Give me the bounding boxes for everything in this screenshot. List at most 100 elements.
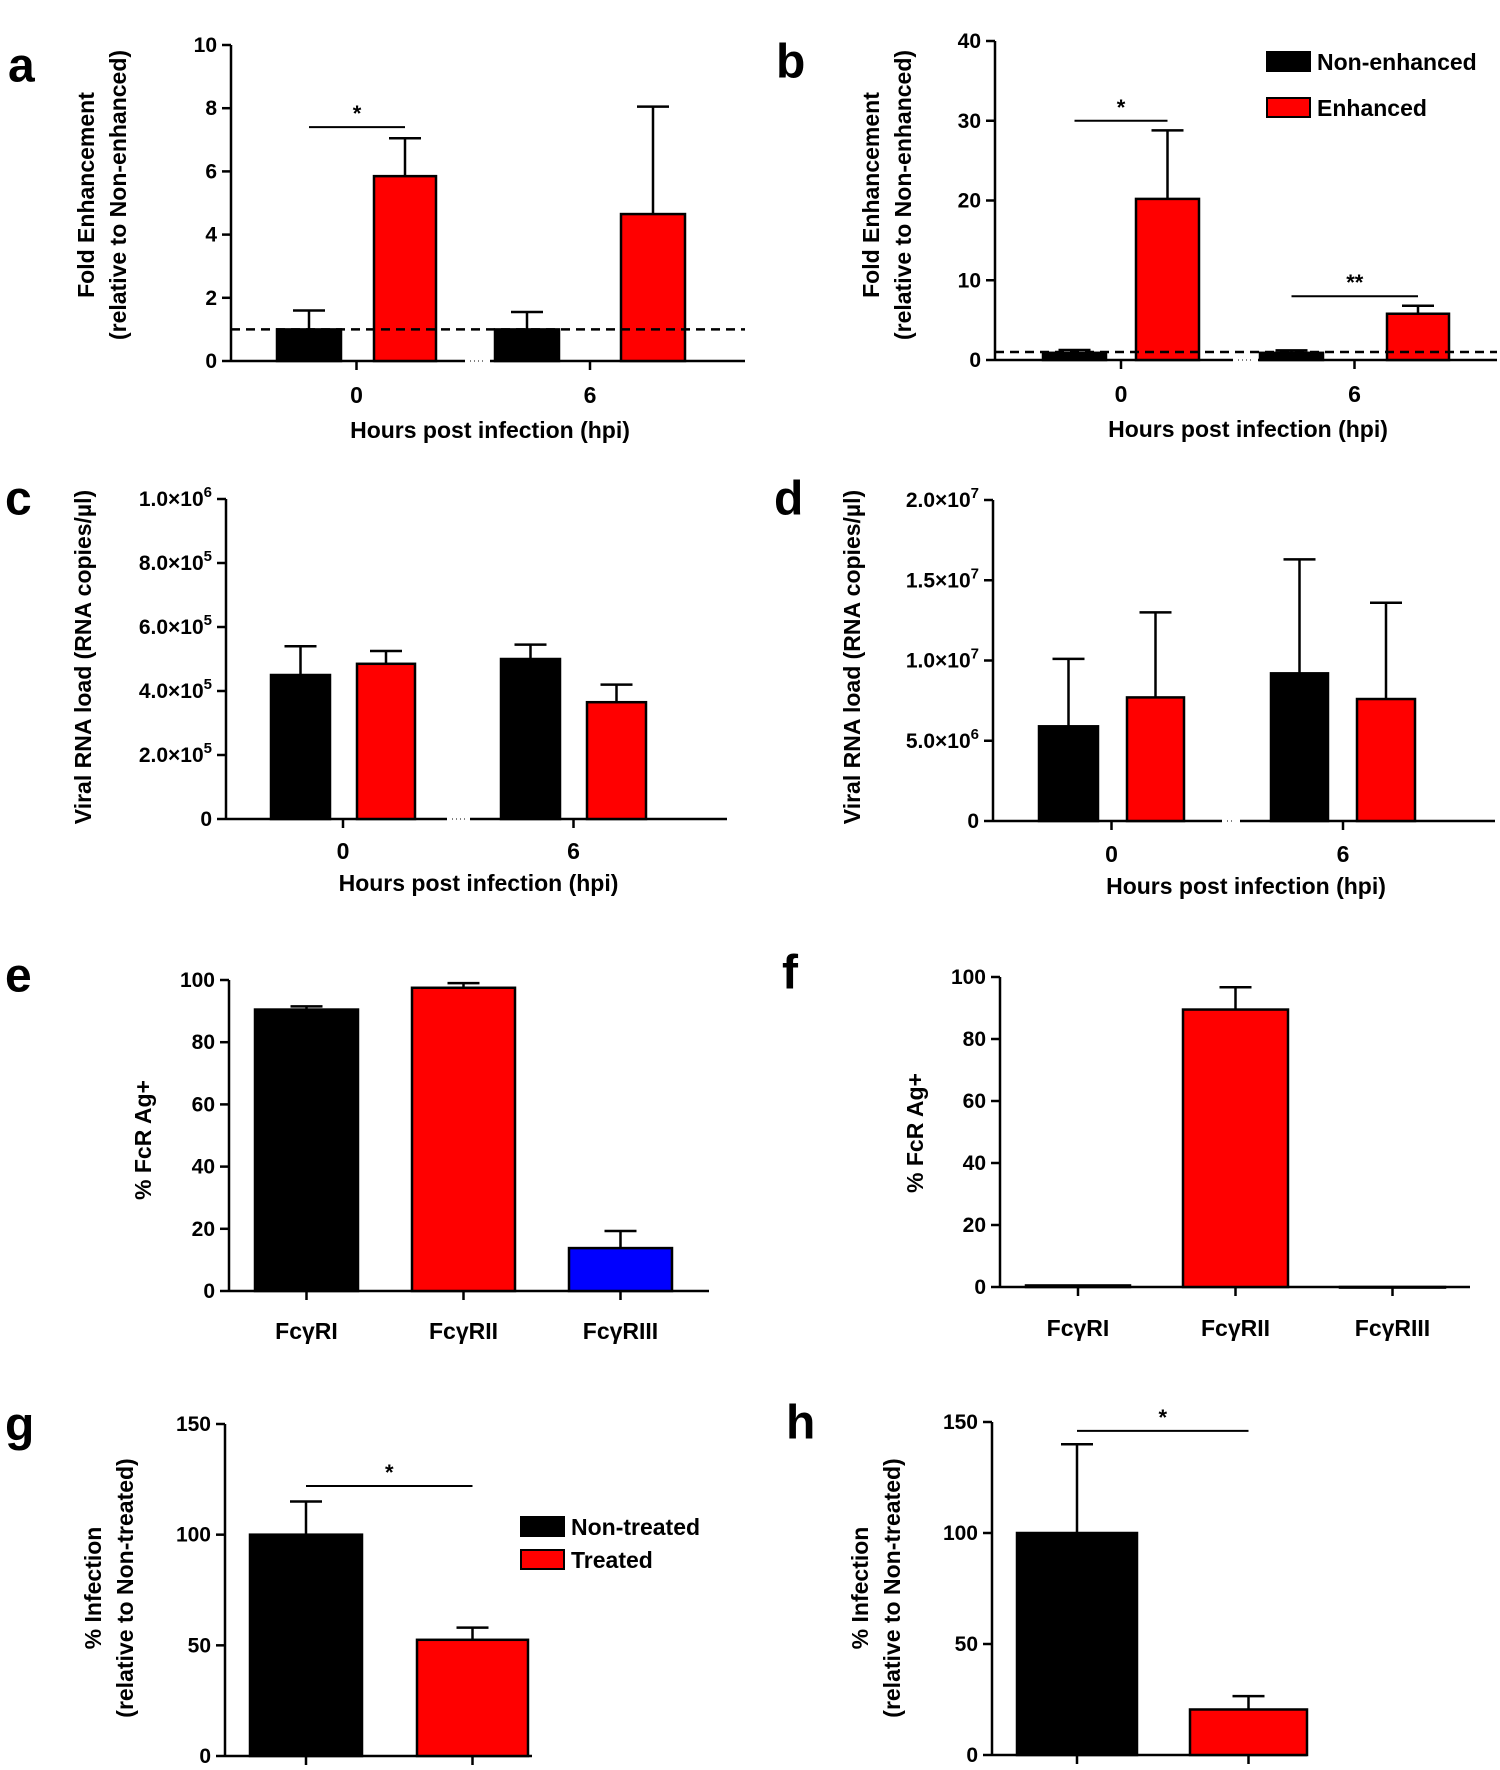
- significance-label: *: [385, 1460, 394, 1485]
- y-tick-label: 80: [963, 1028, 986, 1051]
- y-tick-label: 50: [188, 1634, 211, 1657]
- bar-Non-treated: [1015, 1531, 1139, 1757]
- y-tick-label: 6: [205, 160, 217, 183]
- bar-FcγRII: [410, 986, 517, 1293]
- y-tick-label: 2.0×105: [139, 740, 212, 767]
- legend-panel-b: Non-enhanced Enhanced: [1266, 49, 1477, 121]
- y-tick-label: 150: [176, 1413, 211, 1436]
- y-tick-label: 1.5×107: [906, 565, 979, 592]
- bar-red-6hpi: [619, 212, 687, 363]
- bar-FcγRII: [1181, 1008, 1290, 1289]
- panel-a: a 0 2 4 6 8 10 Fold Enhancement (relative to Non…: [8, 34, 745, 443]
- panel-letter: a: [8, 40, 35, 93]
- legend-label: Enhanced: [1317, 95, 1427, 121]
- y-tick-label: 0: [967, 810, 979, 833]
- y-axis-label: Fold Enhancement (relative to Non-enhance…: [858, 50, 916, 340]
- y-tick-label: 1.0×107: [906, 646, 979, 673]
- panel-letter: e: [5, 950, 32, 1003]
- significance-label: *: [353, 101, 362, 126]
- x-tick-label: FcγRIII: [1355, 1315, 1430, 1341]
- bar-Treated: [1188, 1708, 1309, 1757]
- bar-FcγRI: [1024, 1284, 1132, 1289]
- y-tick-label: 40: [192, 1156, 215, 1179]
- x-tick-label: FcγRII: [1201, 1315, 1270, 1341]
- y-tick-label: 0: [199, 1745, 211, 1768]
- panel-letter: h: [786, 1397, 815, 1450]
- y-tick-label: 10: [194, 34, 217, 57]
- legend-label: Non-treated: [571, 1514, 700, 1540]
- legend-label: Treated: [571, 1547, 653, 1573]
- y-tick-label: 30: [958, 110, 981, 133]
- legend-panel-g: Non-treated Treated: [520, 1514, 700, 1573]
- significance-label: *: [1158, 1405, 1167, 1430]
- panel-b: b 0 10 20 30 40 Fold Enhancement (relative to N…: [776, 30, 1497, 442]
- y-tick-label: 1.0×106: [139, 484, 212, 511]
- x-tick-label: 6: [584, 382, 597, 408]
- bar-black-6hpi: [499, 657, 562, 821]
- y-axis-label: % Infection (relative to Non-treated): [80, 1458, 138, 1717]
- x-tick-label: 0: [1115, 381, 1128, 407]
- bar-black-6hpi: [1269, 672, 1330, 823]
- panel-g: g 0 50 100 150 % Infection (relative to Non-tr…: [5, 1399, 532, 1768]
- y-tick-label: 100: [180, 969, 215, 992]
- panel-f: f 0 20 40 60 80 100 % FcR Ag+ FcγRI FcγRII FcγRIII: [782, 947, 1470, 1341]
- x-tick-label: 6: [1348, 381, 1361, 407]
- significance-label: **: [1346, 270, 1364, 295]
- legend-swatch-red: [520, 1549, 565, 1570]
- y-tick-label: 4.0×105: [139, 676, 212, 703]
- y-tick-label: 0: [203, 1280, 215, 1303]
- bar-FcγRIII: [567, 1246, 674, 1293]
- panel-letter: d: [774, 473, 803, 526]
- y-axis-label: % Infection (relative to Non-treated): [847, 1458, 905, 1717]
- x-axis-label: Hours post infection (hpi): [1106, 873, 1386, 899]
- bar-red-0hpi: [372, 174, 438, 363]
- panel-letter: f: [782, 947, 799, 1000]
- bar-black-0hpi: [1041, 351, 1108, 362]
- y-tick-label: 0: [200, 808, 212, 831]
- y-tick-label: 60: [192, 1093, 215, 1116]
- x-tick-label: 0: [350, 382, 363, 408]
- y-tick-label: 8.0×105: [139, 548, 212, 575]
- y-tick-label: 10: [958, 269, 981, 292]
- bar-red-0hpi: [355, 662, 417, 821]
- y-tick-label: 0: [969, 349, 981, 372]
- y-tick-label: 0: [205, 350, 217, 373]
- y-tick-label: 6.0×105: [139, 612, 212, 639]
- panel-letter: b: [776, 36, 805, 89]
- bar-red-6hpi: [1355, 697, 1417, 823]
- bar-red-0hpi: [1134, 197, 1201, 362]
- y-tick-label: 100: [943, 1522, 978, 1545]
- bar-FcγRI: [253, 1008, 360, 1293]
- panel-letter: c: [5, 473, 32, 526]
- x-axis-label: Hours post infection (hpi): [350, 417, 630, 443]
- x-tick-label: 6: [567, 838, 580, 864]
- legend-swatch-red: [1266, 97, 1311, 118]
- y-axis-label: Viral RNA load (RNA copies/µl): [70, 490, 96, 824]
- bar-Non-treated: [248, 1533, 364, 1758]
- y-tick-label: 100: [951, 966, 986, 989]
- bar-Treated: [415, 1638, 530, 1758]
- bar-black-0hpi: [275, 328, 343, 363]
- y-tick-label: 150: [943, 1411, 978, 1434]
- bar-black-6hpi: [493, 328, 561, 363]
- y-tick-label: 4: [205, 224, 217, 247]
- x-tick-label: 0: [1105, 841, 1118, 867]
- x-tick-label: 6: [1337, 841, 1350, 867]
- x-tick-label: 0: [337, 838, 350, 864]
- y-axis-label: Viral RNA load (RNA copies/µl): [839, 490, 865, 824]
- panel-c: c 0 2.0×105 4.0×105 6.0×105 8.0×105 1.0×106 Vir…: [5, 473, 727, 896]
- y-tick-label: 40: [963, 1152, 986, 1175]
- bar-black-6hpi: [1258, 351, 1325, 362]
- y-tick-label: 100: [176, 1524, 211, 1547]
- y-tick-label: 20: [192, 1218, 215, 1241]
- bar-red-6hpi: [585, 700, 648, 821]
- x-tick-label: FcγRII: [429, 1318, 498, 1344]
- x-axis-label: Hours post infection (hpi): [1108, 416, 1388, 442]
- y-tick-label: 20: [958, 190, 981, 213]
- y-tick-label: 0: [966, 1744, 978, 1767]
- bar-black-0hpi: [269, 673, 332, 821]
- y-axis-label: Fold Enhancement (relative to Non-enhance…: [73, 50, 131, 340]
- y-tick-label: 0: [974, 1276, 986, 1299]
- y-tick-label: 80: [192, 1031, 215, 1054]
